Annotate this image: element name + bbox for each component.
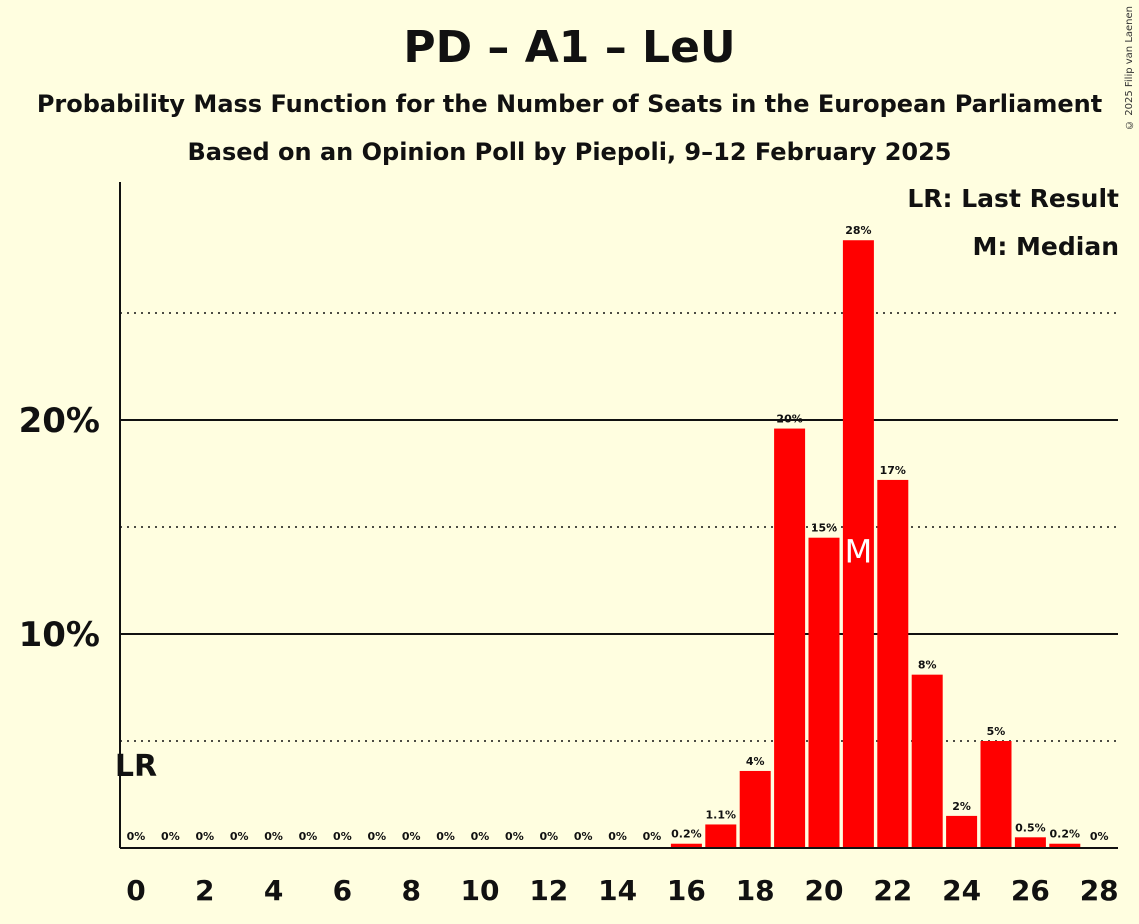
bar-seat-18 — [739, 770, 771, 848]
data-label-seat-21: 28% — [845, 224, 871, 237]
y-tick-label-10: 10% — [19, 615, 100, 655]
chart-subtitle-2: Based on an Opinion Poll by Piepoli, 9–1… — [187, 138, 952, 166]
data-label-seat-19: 20% — [776, 413, 802, 426]
x-tick-label-20: 20 — [805, 874, 844, 907]
data-label-seat-14: 0% — [608, 830, 627, 843]
median-marker: M — [845, 532, 873, 570]
data-label-seat-8: 0% — [402, 830, 421, 843]
data-label-seat-13: 0% — [574, 830, 593, 843]
data-label-seat-22: 17% — [880, 464, 906, 477]
data-label-seat-3: 0% — [230, 830, 249, 843]
data-label-seat-2: 0% — [195, 830, 214, 843]
data-label-seat-16: 0.2% — [671, 828, 702, 841]
data-label-seat-25: 5% — [987, 725, 1006, 738]
data-label-seat-5: 0% — [299, 830, 318, 843]
x-tick-label-2: 2 — [195, 874, 214, 907]
data-label-seat-0: 0% — [127, 830, 146, 843]
data-label-seat-10: 0% — [471, 830, 490, 843]
x-tick-label-8: 8 — [401, 874, 420, 907]
x-tick-label-6: 6 — [333, 874, 352, 907]
x-tick-label-22: 22 — [873, 874, 912, 907]
x-tick-label-0: 0 — [126, 874, 145, 907]
x-tick-label-28: 28 — [1080, 874, 1119, 907]
data-label-seat-12: 0% — [539, 830, 558, 843]
bar-seat-25 — [980, 741, 1012, 848]
data-label-seat-11: 0% — [505, 830, 524, 843]
bar-seat-22 — [877, 479, 909, 848]
x-tick-label-12: 12 — [529, 874, 568, 907]
x-tick-label-26: 26 — [1011, 874, 1050, 907]
last-result-marker: LR — [115, 749, 157, 784]
chart-subtitle-1: Probability Mass Function for the Number… — [36, 90, 1103, 118]
legend-last-result: LR: Last Result — [907, 184, 1119, 213]
x-tick-label-16: 16 — [667, 874, 706, 907]
data-label-seat-1: 0% — [161, 830, 180, 843]
bar-seat-24 — [946, 815, 978, 848]
data-label-seat-6: 0% — [333, 830, 352, 843]
bar-seat-27 — [1049, 843, 1081, 848]
data-label-seat-23: 8% — [918, 659, 937, 672]
data-label-seat-15: 0% — [643, 830, 662, 843]
x-tick-label-24: 24 — [942, 874, 981, 907]
data-label-seat-17: 1.1% — [706, 808, 737, 821]
bar-seat-16 — [670, 843, 702, 848]
data-label-seat-18: 4% — [746, 755, 765, 768]
chart-title: PD – A1 – LeU — [403, 22, 736, 73]
bar-seat-26 — [1014, 837, 1046, 848]
bar-seat-21 — [842, 240, 874, 849]
data-label-seat-20: 15% — [811, 522, 837, 535]
data-label-seat-27: 0.2% — [1050, 828, 1081, 841]
data-label-seat-28: 0% — [1090, 830, 1109, 843]
data-label-seat-9: 0% — [436, 830, 455, 843]
bar-seat-23 — [911, 674, 943, 848]
legend-median: M: Median — [972, 232, 1119, 261]
data-label-seat-26: 0.5% — [1015, 821, 1046, 834]
x-tick-label-10: 10 — [461, 874, 500, 907]
data-label-seat-4: 0% — [264, 830, 283, 843]
bar-seat-20 — [808, 537, 840, 848]
data-label-seat-24: 2% — [952, 800, 971, 813]
x-tick-label-18: 18 — [736, 874, 775, 907]
bar-seat-17 — [705, 824, 737, 848]
x-tick-label-4: 4 — [264, 874, 283, 907]
y-tick-label-20: 20% — [19, 401, 100, 441]
bar-seat-19 — [774, 428, 806, 848]
x-tick-label-14: 14 — [598, 874, 637, 907]
data-label-seat-7: 0% — [367, 830, 386, 843]
